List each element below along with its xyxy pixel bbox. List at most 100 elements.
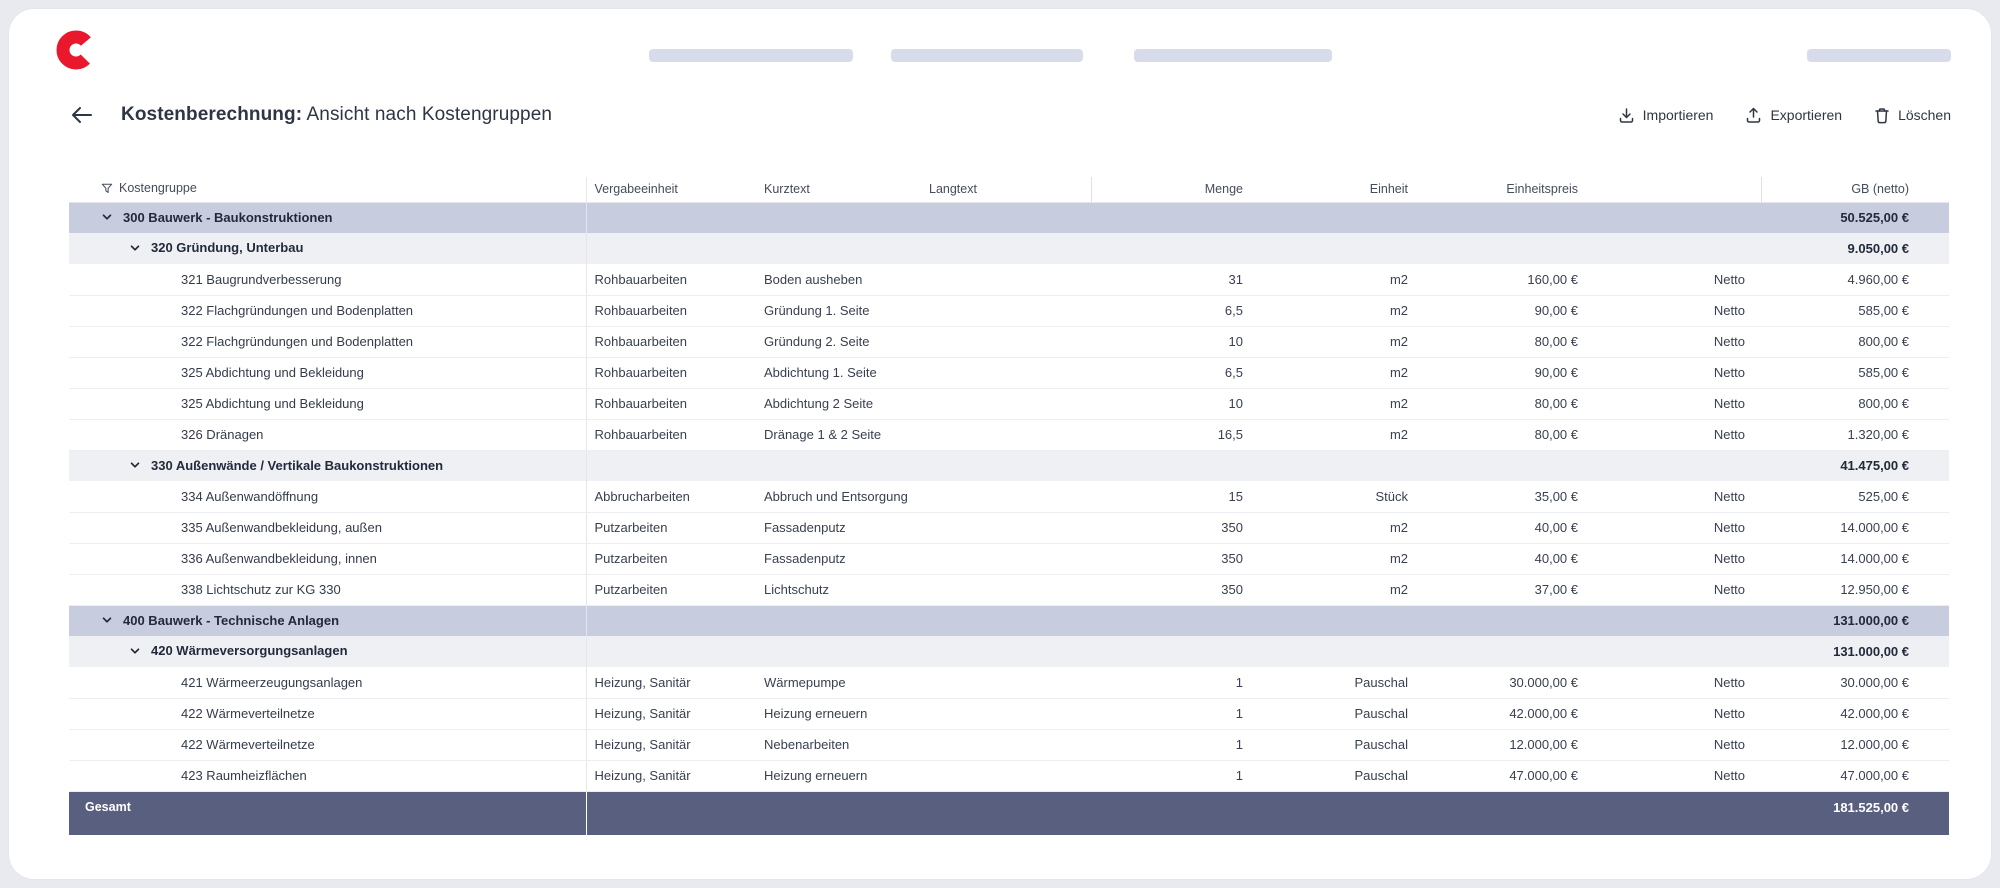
- cell-menge: 350: [1091, 543, 1251, 575]
- cost-item-row[interactable]: 334 Außenwandöffnung Abbrucharbeiten Abb…: [69, 481, 1949, 513]
- cell-menge: 15: [1091, 481, 1251, 513]
- cell-einheit: m2: [1251, 357, 1416, 389]
- cell-langtext: [921, 698, 1091, 730]
- cost-item-row[interactable]: 335 Außenwandbekleidung, außen Putzarbei…: [69, 512, 1949, 544]
- cell-langtext: [921, 574, 1091, 606]
- cell-netto: Netto: [1586, 388, 1761, 420]
- cell-kostengruppe: 423 Raumheizflächen: [69, 760, 587, 792]
- cost-group-row-level1[interactable]: 300 Bauwerk - Baukonstruktionen 50.525,0…: [69, 202, 1949, 233]
- col-header-vergabeeinheit[interactable]: Vergabeeinheit: [586, 177, 756, 203]
- chevron-down-icon[interactable]: [101, 211, 113, 223]
- cell-kurztext: Wärmepumpe: [756, 667, 921, 699]
- col-header-langtext[interactable]: Langtext: [921, 177, 1092, 203]
- col-header-menge[interactable]: Menge: [1091, 177, 1251, 203]
- group-name: 330 Außenwände / Vertikale Baukonstrukti…: [151, 457, 444, 473]
- import-button[interactable]: Importieren: [1618, 107, 1713, 124]
- group-name: 400 Bauwerk - Technische Anlagen: [123, 612, 340, 628]
- cell-menge: 1: [1091, 698, 1251, 730]
- cell-gb-netto: 12.950,00 €: [1761, 574, 1949, 606]
- cell-einheit: Pauschal: [1251, 667, 1416, 699]
- cell-netto: Netto: [1586, 729, 1761, 761]
- cell-netto: Netto: [1586, 543, 1761, 575]
- col-header-netto: [1586, 177, 1762, 203]
- cost-item-row[interactable]: 421 Wärmeerzeugungsanlagen Heizung, Sani…: [69, 667, 1949, 699]
- cell-netto: Netto: [1586, 326, 1761, 358]
- filter-icon[interactable]: [101, 182, 113, 194]
- cell-netto: Netto: [1586, 357, 1761, 389]
- cell-gb-netto: 42.000,00 €: [1761, 698, 1949, 730]
- cell-vergabeeinheit: Putzarbeiten: [586, 574, 756, 606]
- cost-item-row[interactable]: 325 Abdichtung und Bekleidung Rohbauarbe…: [69, 388, 1949, 420]
- cell-kurztext: Boden ausheben: [756, 264, 921, 296]
- cost-item-row[interactable]: 325 Abdichtung und Bekleidung Rohbauarbe…: [69, 357, 1949, 389]
- chevron-down-icon[interactable]: [129, 242, 141, 254]
- cost-group-row-level2[interactable]: 330 Außenwände / Vertikale Baukonstrukti…: [69, 450, 1949, 481]
- cost-item-row[interactable]: 338 Lichtschutz zur KG 330 Putzarbeiten …: [69, 574, 1949, 606]
- cell-netto: Netto: [1586, 419, 1761, 451]
- cell-netto: Netto: [1586, 264, 1761, 296]
- cost-group-row-level2[interactable]: 420 Wärmeversorgungsanlagen 131.000,00 €: [69, 636, 1949, 667]
- back-button[interactable]: [69, 102, 95, 128]
- cost-item-row[interactable]: 326 Dränagen Rohbauarbeiten Dränage 1 & …: [69, 419, 1949, 451]
- cost-group-row-level2[interactable]: 320 Gründung, Unterbau 9.050,00 €: [69, 233, 1949, 264]
- cell-gb-netto: 30.000,00 €: [1761, 667, 1949, 699]
- cell-menge: 350: [1091, 574, 1251, 606]
- cost-item-row[interactable]: 423 Raumheizflächen Heizung, Sanitär Hei…: [69, 760, 1949, 792]
- group-total: 9.050,00 €: [1761, 233, 1949, 264]
- chevron-down-icon[interactable]: [129, 459, 141, 471]
- cell-einheitspreis: 80,00 €: [1416, 388, 1586, 420]
- chevron-down-icon[interactable]: [101, 614, 113, 626]
- cost-item-row[interactable]: 321 Baugrundverbesserung Rohbauarbeiten …: [69, 264, 1949, 296]
- cell-gb-netto: 525,00 €: [1761, 481, 1949, 513]
- cell-gb-netto: 14.000,00 €: [1761, 512, 1949, 544]
- cell-kostengruppe: 322 Flachgründungen und Bodenplatten: [69, 295, 587, 327]
- cell-einheit: Pauschal: [1251, 729, 1416, 761]
- delete-button[interactable]: Löschen: [1874, 107, 1951, 124]
- cell-vergabeeinheit: Putzarbeiten: [586, 512, 756, 544]
- cost-item-row[interactable]: 422 Wärmeverteilnetze Heizung, Sanitär N…: [69, 729, 1949, 761]
- cost-item-row[interactable]: 322 Flachgründungen und Bodenplatten Roh…: [69, 326, 1949, 358]
- cell-kurztext: Heizung erneuern: [756, 698, 921, 730]
- cell-netto: Netto: [1586, 760, 1761, 792]
- cell-einheitspreis: 30.000,00 €: [1416, 667, 1586, 699]
- cell-einheitspreis: 160,00 €: [1416, 264, 1586, 296]
- chevron-down-icon[interactable]: [129, 645, 141, 657]
- arrow-left-icon: [71, 106, 93, 124]
- cell-vergabeeinheit: Rohbauarbeiten: [586, 264, 756, 296]
- col-header-einheitspreis[interactable]: Einheitspreis: [1416, 177, 1586, 203]
- col-header-kostengruppe[interactable]: Kostengruppe: [69, 177, 587, 203]
- col-header-gb-netto[interactable]: GB (netto): [1761, 177, 1949, 203]
- cell-kostengruppe: 321 Baugrundverbesserung: [69, 264, 587, 296]
- cell-gb-netto: 800,00 €: [1761, 326, 1949, 358]
- cost-item-row[interactable]: 422 Wärmeverteilnetze Heizung, Sanitär H…: [69, 698, 1949, 730]
- group-name-cell: 320 Gründung, Unterbau: [69, 233, 587, 264]
- col-header-kurztext[interactable]: Kurztext: [756, 177, 921, 203]
- cost-group-row-level1[interactable]: 400 Bauwerk - Technische Anlagen 131.000…: [69, 605, 1949, 636]
- cell-einheit: m2: [1251, 543, 1416, 575]
- cell-kurztext: Abdichtung 2 Seite: [756, 388, 921, 420]
- group-total: 131.000,00 €: [1761, 605, 1949, 636]
- export-button[interactable]: Exportieren: [1745, 107, 1842, 124]
- group-name: 420 Wärmeversorgungsanlagen: [151, 643, 348, 659]
- cell-netto: Netto: [1586, 667, 1761, 699]
- cell-einheitspreis: 90,00 €: [1416, 295, 1586, 327]
- table-body: 300 Bauwerk - Baukonstruktionen 50.525,0…: [69, 202, 1949, 792]
- cell-menge: 1: [1091, 667, 1251, 699]
- col-header-einheit[interactable]: Einheit: [1251, 177, 1416, 203]
- cell-menge: 6,5: [1091, 295, 1251, 327]
- cell-kurztext: Gründung 1. Seite: [756, 295, 921, 327]
- total-label: Gesamt: [69, 791, 587, 835]
- cell-langtext: [921, 326, 1091, 358]
- cell-kostengruppe: 334 Außenwandöffnung: [69, 481, 587, 513]
- cell-gb-netto: 585,00 €: [1761, 357, 1949, 389]
- cell-langtext: [921, 264, 1091, 296]
- cell-vergabeeinheit: Putzarbeiten: [586, 543, 756, 575]
- cost-item-row[interactable]: 322 Flachgründungen und Bodenplatten Roh…: [69, 295, 1949, 327]
- group-name-cell: 400 Bauwerk - Technische Anlagen: [69, 605, 587, 636]
- cell-einheitspreis: 12.000,00 €: [1416, 729, 1586, 761]
- cell-vergabeeinheit: Rohbauarbeiten: [586, 388, 756, 420]
- cell-menge: 1: [1091, 760, 1251, 792]
- cell-menge: 350: [1091, 512, 1251, 544]
- cell-netto: Netto: [1586, 574, 1761, 606]
- cost-item-row[interactable]: 336 Außenwandbekleidung, innen Putzarbei…: [69, 543, 1949, 575]
